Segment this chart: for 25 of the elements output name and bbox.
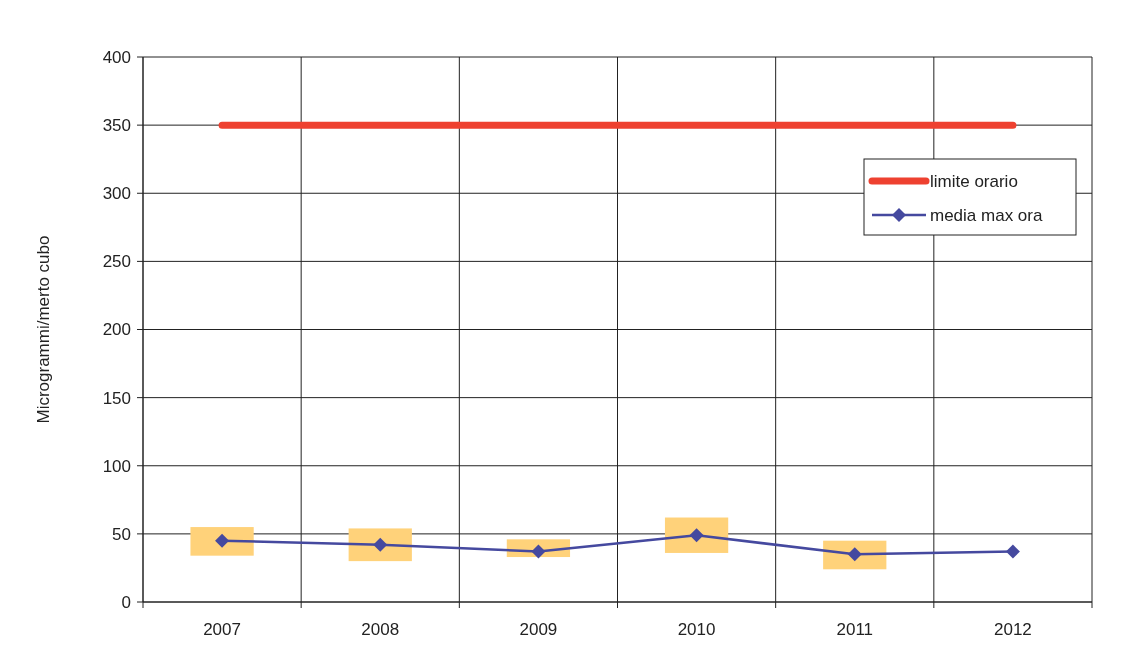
y-tick-label: 200 [102, 320, 131, 340]
y-tick-label: 0 [121, 592, 131, 612]
x-tick-label: 2009 [519, 620, 558, 639]
point [689, 528, 704, 543]
bar [190, 527, 254, 556]
y-tick-label: 250 [102, 252, 131, 272]
point [847, 547, 862, 562]
x-tick-label: 2010 [677, 620, 716, 639]
y-tick-label: 150 [102, 388, 131, 408]
y-tick-label: 50 [112, 524, 131, 544]
point [215, 533, 230, 548]
point [373, 537, 388, 552]
y-tick-label: 350 [102, 116, 131, 136]
x-tick-label: 2011 [836, 620, 874, 639]
y-tick-label: 400 [102, 47, 131, 67]
legend-label: limite orario [930, 171, 1018, 191]
y-axis-title: Microgrammi/merto cubo [34, 235, 53, 424]
x-tick-label: 2012 [994, 620, 1032, 639]
x-tick-label: 2008 [361, 620, 400, 639]
x-tick-label: 2007 [203, 620, 241, 639]
legend-label: media max ora [930, 205, 1043, 225]
y-tick-label: 300 [102, 184, 131, 204]
y-tick-label: 100 [102, 456, 131, 476]
point [531, 544, 546, 559]
point [1005, 544, 1020, 559]
